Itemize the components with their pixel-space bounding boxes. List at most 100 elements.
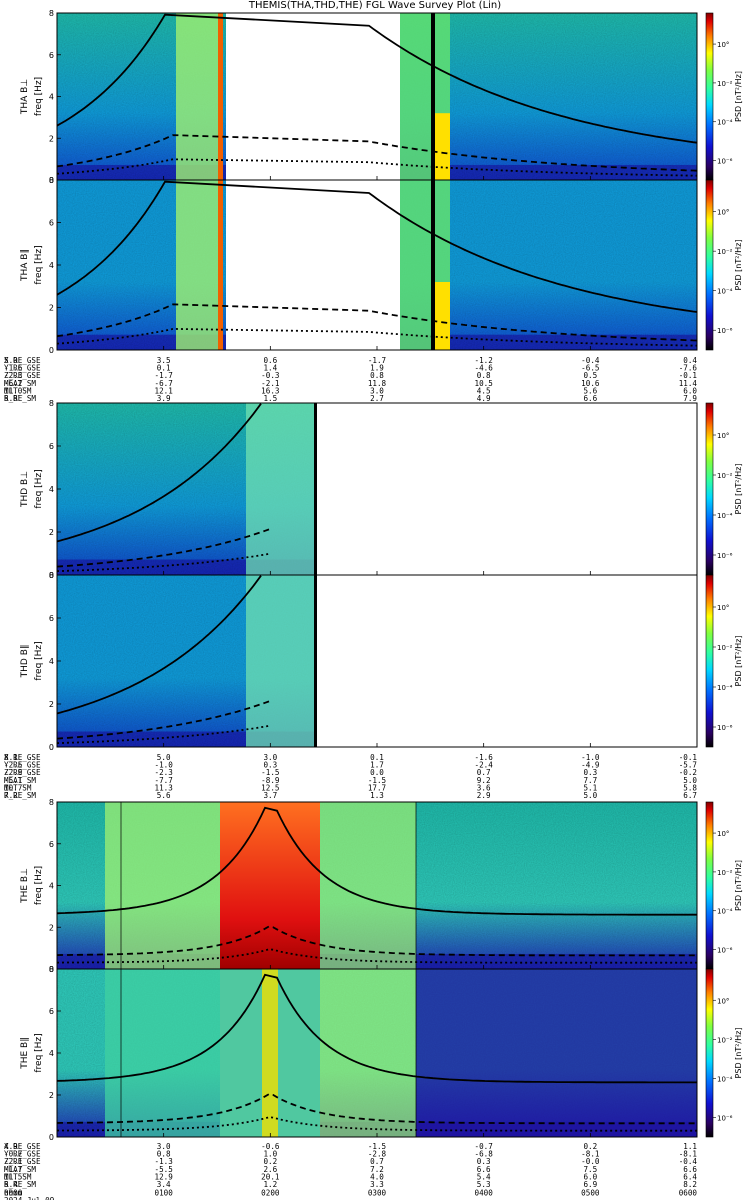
ephem-value: 10.6 — [581, 379, 600, 388]
the-perp-cb-tick-label-3: 10⁻⁶ — [717, 947, 733, 955]
ephem-value: 10.7 — [4, 783, 22, 792]
thd-par-ytick-label-2: 4 — [49, 657, 54, 666]
time-tick-0200: 0200 — [261, 1189, 280, 1198]
ephem-value: 1.0 — [263, 1150, 277, 1159]
the-par-cb-tick-label-3: 10⁻⁶ — [717, 1114, 733, 1122]
the-perp-cb-tick-label-1: 10⁻² — [717, 869, 733, 877]
ephem-value: 5.0 — [157, 753, 171, 762]
tha-perp-fc-curve-0 — [56, 13, 698, 144]
tha-perp-data-gap — [226, 13, 400, 180]
the-par-panel: 0 2 4 6 8 THE B∥ freq [Hz] 10° 10⁻² 10⁻⁴ 10⁻⁶ PSD [… — [20, 965, 743, 1142]
ephem-value: -6.7 — [155, 379, 173, 388]
tha-par-cb-label: PSD [nT²/Hz] — [734, 240, 743, 291]
time-tick-0400: 0400 — [475, 1189, 494, 1198]
ephem-value: -0.2 — [679, 768, 697, 777]
the-par-ytick-label-0: 0 — [49, 1133, 54, 1142]
ephem-label-x-re-gse: X_RE_GSE — [4, 753, 41, 762]
ephem-value: 3.9 — [157, 394, 171, 403]
ephem-value: 0.8 — [157, 1150, 171, 1159]
thd-perp-bright-region — [246, 403, 316, 575]
ephem-value: 10.5 — [475, 379, 493, 388]
ephem-value: 2.9 — [477, 791, 491, 800]
the-perp-panel-label: THE B⊥ — [20, 868, 30, 904]
ephem-value: 4.0 — [370, 1172, 384, 1181]
the-perp-panel: 0 2 4 6 8 THE B⊥ freq [Hz] 10° 10⁻² 10⁻⁴ 10⁻⁶ PSD [… — [20, 798, 743, 974]
thd-par-ytick-label-4: 8 — [49, 571, 54, 580]
thd-perp-panel: 0 2 4 6 8 THD B⊥ freq [Hz] 10° 10⁻² 10⁻⁴ 10⁻⁶ PSD [… — [20, 399, 743, 580]
ephem-value: 1.5 — [263, 394, 277, 403]
the-par-ytick-label-4: 8 — [49, 965, 54, 974]
ephem-label-z-re-gse: Z_RE_GSE — [4, 768, 41, 777]
tha-par-fc-curve-2 — [56, 327, 697, 347]
tha-perp-ytick-label-1: 2 — [49, 134, 54, 143]
ephem-value: -5.1 — [4, 776, 23, 785]
ephem-value: 5.3 — [477, 1180, 491, 1189]
the-par-bright-region-2 — [320, 969, 416, 1137]
ephem-value: 11.5 — [4, 1172, 22, 1181]
tha-perp-fc-curve-2 — [56, 158, 698, 177]
tha-perp-bright-region — [176, 13, 222, 180]
tha-perp-ytick-label-4: 8 — [49, 9, 54, 18]
ephem-value: 5.6 — [157, 791, 171, 800]
thd-par-edge — [314, 575, 317, 747]
plot-title: THEMIS(THA,THD,THE) FGL Wave Survey Plot… — [248, 0, 502, 11]
tha-perp-vline — [431, 13, 435, 180]
thd-par-colorbar — [705, 574, 714, 748]
tha-perp-panel: 0 2 4 6 8 THA B⊥ freq [Hz] 10° 10⁻² 10⁻⁴ 10⁻⁶ PSD [… — [20, 9, 743, 185]
ephem-value: 7.2 — [370, 1165, 384, 1174]
the-par-fc-curve-2 — [57, 1116, 697, 1132]
the-par-colorbar — [705, 968, 714, 1138]
ephem-value: -0.7 — [475, 1142, 493, 1151]
ephem-value: 0.2 — [263, 1157, 277, 1166]
the-perp-ytick-label-3: 6 — [49, 840, 54, 849]
thd-perp-ytick-label-1: 2 — [49, 528, 54, 537]
tha-par-ytick-label-1: 2 — [49, 304, 54, 313]
thd-perp-fc-curve-2 — [56, 553, 270, 572]
ephem-value: 0.8 — [477, 371, 491, 380]
ephem-value: 0.3 — [263, 761, 277, 770]
ephem-value: 3.7 — [263, 791, 277, 800]
thd-perp-panel-label: THD B⊥ — [20, 471, 30, 508]
ephem-value: 12.9 — [155, 1172, 174, 1181]
thd-par-fc-curve-1 — [56, 700, 270, 740]
thd-perp-ylabel: freq [Hz] — [34, 469, 44, 508]
tha-par-cb-tick-label-3: 10⁻⁶ — [717, 327, 733, 335]
ephem-value: -0.0 — [581, 1157, 600, 1166]
ephem-value: -0.1 — [679, 753, 698, 762]
thd-perp-no-data — [317, 403, 697, 575]
the-par-cb-label: PSD [nT²/Hz] — [734, 1028, 743, 1079]
ephem-label-y-re-gse: Y_RE_GSE — [4, 761, 41, 770]
ephem-value: -1.0 — [581, 753, 600, 762]
ephem-value: 7.9 — [683, 394, 697, 403]
thd-perp-ytick-label-2: 4 — [49, 485, 54, 494]
ephem-value: 6.9 — [583, 1180, 597, 1189]
time-label-date: 2024 Jul 09 — [4, 1196, 55, 1200]
ephem-value: 6.6 — [583, 394, 597, 403]
the-perp-hot-region — [220, 802, 320, 969]
tha-perp-cb-tick-label-1: 10⁻² — [717, 80, 733, 88]
ephem-value: -0.3 — [261, 371, 279, 380]
the-perp-colorbar — [705, 801, 714, 970]
tha-par-colorbar — [705, 179, 714, 351]
ephem-value: 7.7 — [583, 776, 597, 785]
ephem-value: 3.6 — [477, 783, 491, 792]
ephem-value: 1.4 — [263, 364, 277, 373]
ephem-value: 5.8 — [4, 394, 18, 403]
ephem-value: -2.5 — [4, 761, 22, 770]
the-perp-ytick-label-0: 0 — [49, 965, 54, 974]
ephem-label-mlt-sm: MLT_SM — [4, 386, 32, 395]
tha-perp-edge — [218, 13, 223, 180]
the-perp-ytick-label-1: 2 — [49, 923, 54, 932]
tha-perp-fc-curve-1 — [56, 134, 698, 172]
ephem-label-mlat-sm: MLAT_SM — [4, 776, 36, 785]
the-par-cb-tick-label-1: 10⁻² — [717, 1036, 733, 1044]
ephem-label-r-re-sm: R_RE_SM — [4, 394, 36, 403]
ephem-value: -1.7 — [4, 1165, 22, 1174]
ephem-value: -2.1 — [261, 379, 280, 388]
ephem-label-y-re-gse: Y_RE_GSE — [4, 364, 41, 373]
ephem-value: 0.3 — [477, 1157, 491, 1166]
time-tick-0300: 0300 — [368, 1189, 387, 1198]
ephem-value: 0.2 — [583, 1142, 597, 1151]
